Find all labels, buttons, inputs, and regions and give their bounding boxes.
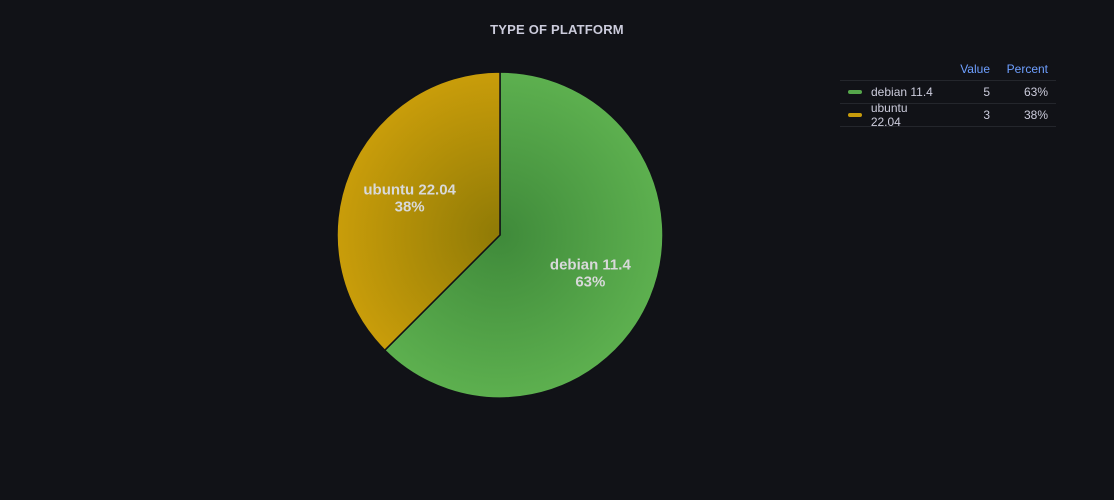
legend-swatch-icon[interactable] xyxy=(848,90,862,94)
pie-slice-debian-11-4[interactable] xyxy=(383,71,664,399)
slice-percent-debian-11-4: 63% xyxy=(575,273,605,290)
legend-percent-header[interactable]: Percent xyxy=(1006,62,1048,76)
legend-value: 3 xyxy=(983,108,990,122)
panel-title: TYPE OF PLATFORM xyxy=(490,22,624,37)
pie-slice-ubuntu-22-04[interactable] xyxy=(336,71,501,352)
legend-value-header[interactable]: Value xyxy=(960,62,990,76)
slice-percent-ubuntu-22-04: 38% xyxy=(395,199,425,216)
legend-table: Value Percent debian 11.4 5 63% ubuntu 22.0… xyxy=(840,58,1056,129)
legend-row-debian-11-4[interactable]: debian 11.4 5 63% xyxy=(840,81,1056,104)
slice-label-debian-11-4: debian 11.4 xyxy=(550,256,632,273)
legend-percent: 38% xyxy=(1023,108,1048,122)
legend-header: Value Percent xyxy=(840,58,1056,81)
legend-swatch-icon[interactable] xyxy=(848,113,862,117)
legend-value: 5 xyxy=(983,85,990,99)
legend-series-name[interactable]: debian 11.4 xyxy=(871,85,933,99)
legend-row-ubuntu-22-04[interactable]: ubuntu 22.04 3 38% xyxy=(840,101,1056,129)
legend-percent: 63% xyxy=(1023,85,1048,99)
legend-series-name[interactable]: ubuntu 22.04 xyxy=(870,101,908,129)
slice-label-ubuntu-22-04: ubuntu 22.04 xyxy=(363,182,456,199)
